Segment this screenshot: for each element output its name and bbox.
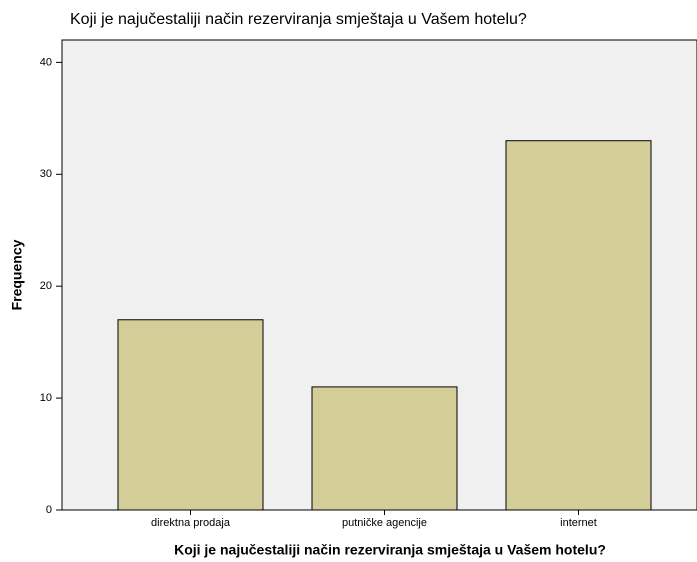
x-tick-label: putničke agencije bbox=[342, 517, 427, 529]
y-axis-label: Frequency bbox=[9, 239, 25, 310]
bar bbox=[117, 319, 264, 511]
y-tick-label: 10 bbox=[40, 392, 52, 404]
x-tick-label: direktna prodaja bbox=[151, 517, 231, 529]
chart-title: Koji je najučestaliji način rezerviranja… bbox=[70, 11, 527, 28]
y-tick-label: 0 bbox=[46, 504, 52, 516]
bar bbox=[505, 140, 652, 511]
y-tick-label: 40 bbox=[40, 56, 52, 68]
x-axis-label: Koji je najučestaliji način rezerviranja… bbox=[174, 542, 606, 558]
bar bbox=[311, 386, 458, 511]
x-tick-label: internet bbox=[560, 517, 597, 529]
y-tick-label: 20 bbox=[40, 280, 52, 292]
y-tick-label: 30 bbox=[40, 168, 52, 180]
